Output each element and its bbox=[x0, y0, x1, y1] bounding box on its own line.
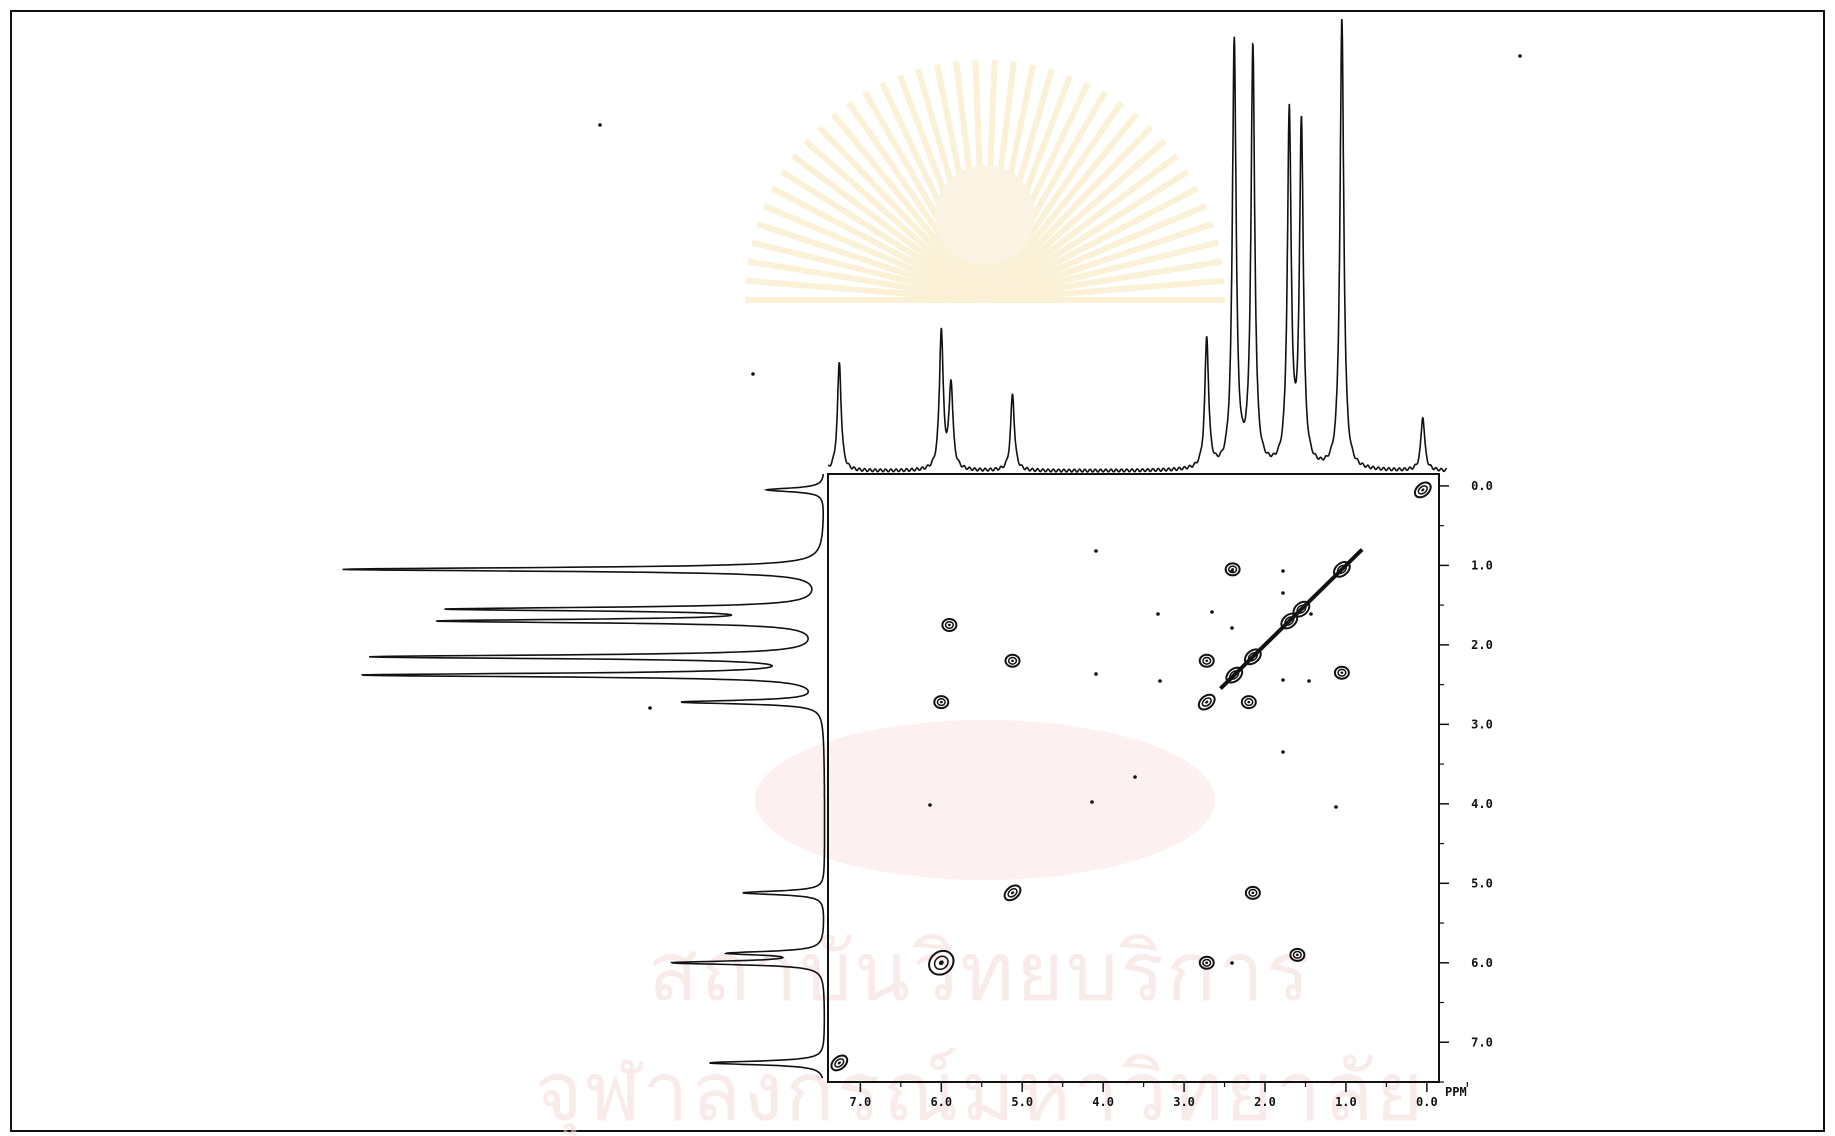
noise-speck bbox=[1090, 800, 1094, 804]
y-tick-label: 6.0 bbox=[1471, 956, 1493, 970]
cross-peak bbox=[1240, 695, 1257, 710]
noise-speck bbox=[1518, 54, 1522, 58]
noise-speck bbox=[1094, 672, 1098, 676]
noise-speck bbox=[1094, 549, 1098, 553]
x-tick-label: 6.0 bbox=[930, 1095, 952, 1109]
noise-speck bbox=[928, 803, 932, 807]
diagonal-peak bbox=[1292, 600, 1311, 618]
watermark-line-2: จุฬาลงกรณ์มหาวิทยาลัย bbox=[535, 1045, 1426, 1136]
cross-peak bbox=[1198, 955, 1215, 970]
y-axis: 0.0 1.0 2.0 3.0 4.0 5.0 6.0 7.0 bbox=[1439, 479, 1493, 1083]
y-tick-label: 4.0 bbox=[1471, 797, 1493, 811]
noise-speck bbox=[1281, 569, 1285, 573]
noise-speck bbox=[1230, 569, 1234, 573]
cross-peak bbox=[1198, 653, 1215, 668]
y-tick-label: 5.0 bbox=[1471, 876, 1493, 890]
noise-speck bbox=[751, 372, 755, 376]
noise-speck bbox=[1230, 961, 1234, 965]
noise-speck bbox=[598, 123, 602, 127]
diagonal-peak bbox=[1197, 693, 1216, 711]
cross-peak bbox=[1333, 665, 1350, 680]
noise-speck bbox=[1230, 626, 1234, 630]
noise-speck bbox=[1307, 679, 1311, 683]
cross-peak bbox=[1004, 653, 1021, 668]
x-tick-label: 5.0 bbox=[1011, 1095, 1033, 1109]
diagonal-peak bbox=[1225, 666, 1244, 684]
noise-speck bbox=[1158, 679, 1162, 683]
x-axis-unit: PPM bbox=[1445, 1085, 1467, 1099]
watermark: สถาบันวิทยบริการ จุฬาลงกรณ์มหาวิทยาลัย bbox=[535, 60, 1426, 1136]
x-tick-label: 2.0 bbox=[1254, 1095, 1276, 1109]
noise-speck bbox=[1156, 612, 1160, 616]
noise-speck bbox=[1133, 775, 1137, 779]
y-tick-label: 2.0 bbox=[1471, 638, 1493, 652]
x-tick-label: 0.0 bbox=[1416, 1095, 1438, 1109]
x-tick-label: 1.0 bbox=[1335, 1095, 1357, 1109]
diagonal-peak bbox=[1243, 648, 1262, 666]
cross-peak bbox=[1289, 947, 1306, 962]
x-axis: 7.0 6.0 5.0 4.0 3.0 2.0 1.0 0.0 PPM bbox=[850, 1082, 1468, 1109]
diagonal-peak bbox=[1003, 884, 1022, 902]
diagonal-peak bbox=[1413, 481, 1432, 499]
cross-peak bbox=[933, 695, 950, 710]
y-tick-label: 0.0 bbox=[1471, 479, 1493, 493]
noise-speck bbox=[1281, 678, 1285, 682]
noise-speck bbox=[1281, 750, 1285, 754]
noise-speck bbox=[1210, 610, 1214, 614]
contour-plot-area bbox=[827, 473, 1440, 1083]
noise-speck bbox=[648, 706, 652, 710]
noise-speck bbox=[1309, 612, 1313, 616]
watermark-sun bbox=[935, 165, 1035, 265]
y-tick-label: 1.0 bbox=[1471, 558, 1493, 572]
x-tick-label: 3.0 bbox=[1173, 1095, 1195, 1109]
diagonal-peak bbox=[1332, 560, 1351, 578]
diagonal-peak bbox=[928, 949, 955, 976]
y-tick-label: 7.0 bbox=[1471, 1035, 1493, 1049]
cross-peaks bbox=[933, 562, 1350, 970]
top-projection-trace bbox=[827, 18, 1448, 473]
watermark-line-1: สถาบันวิทยบริการ bbox=[648, 925, 1312, 1020]
watermark-base bbox=[755, 720, 1215, 880]
x-tick-label: 4.0 bbox=[1092, 1095, 1114, 1109]
diagonal-peak bbox=[830, 1054, 849, 1072]
noise-specks bbox=[598, 54, 1522, 965]
x-tick-label: 7.0 bbox=[850, 1095, 872, 1109]
cross-peak bbox=[941, 618, 958, 633]
diagonal-peaks bbox=[830, 481, 1432, 1072]
left-projection-trace bbox=[342, 474, 826, 1079]
cross-peak bbox=[1244, 885, 1261, 900]
noise-speck bbox=[1281, 591, 1285, 595]
y-tick-label: 3.0 bbox=[1471, 717, 1493, 731]
noise-speck bbox=[1334, 805, 1338, 809]
